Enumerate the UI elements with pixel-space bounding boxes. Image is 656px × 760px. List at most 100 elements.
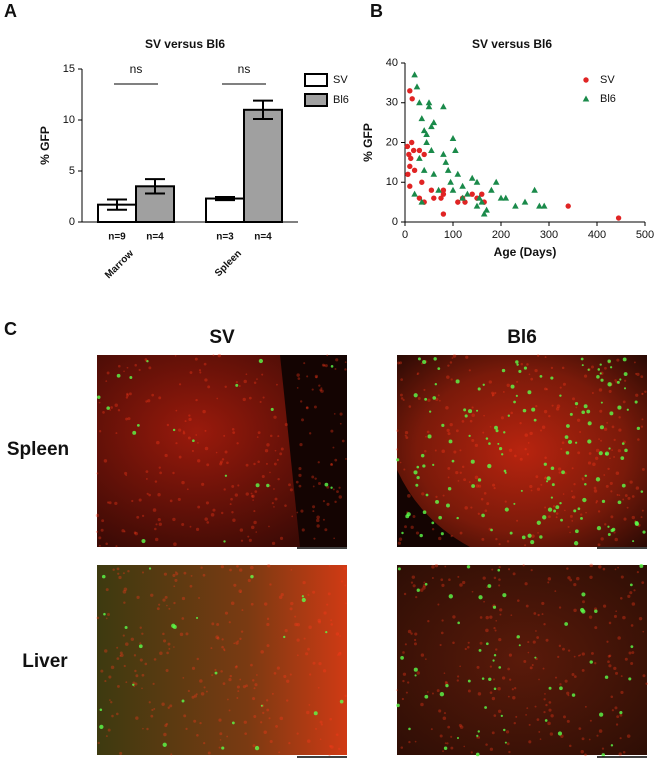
speck	[444, 565, 447, 568]
point	[423, 139, 430, 145]
speck	[618, 416, 621, 419]
speck	[312, 590, 316, 594]
speck	[611, 425, 615, 429]
speck	[165, 669, 169, 673]
speck	[622, 750, 626, 754]
speck	[548, 414, 551, 418]
speck	[214, 668, 217, 672]
speck	[431, 527, 435, 531]
speck	[239, 678, 242, 681]
speck	[619, 737, 622, 740]
x-axis-label: Age (Days)	[494, 245, 557, 259]
point	[459, 194, 466, 201]
speck	[600, 537, 604, 541]
speck	[399, 361, 403, 365]
speck	[266, 443, 270, 447]
speck	[421, 492, 425, 496]
speck	[515, 394, 518, 397]
speck	[158, 603, 161, 606]
speck	[463, 408, 467, 412]
speck	[221, 458, 225, 461]
speck	[191, 666, 196, 670]
speck	[489, 425, 492, 428]
speck	[481, 677, 485, 680]
speck	[554, 590, 557, 593]
speck	[619, 711, 623, 715]
speck	[621, 483, 626, 488]
micrograph-shade	[397, 470, 470, 547]
speck	[544, 719, 548, 722]
speck	[164, 595, 168, 599]
speck	[599, 363, 602, 366]
speck	[522, 564, 525, 567]
speck	[200, 566, 203, 569]
speck	[531, 407, 536, 412]
speck	[445, 683, 449, 688]
speck	[159, 471, 162, 475]
speck	[512, 572, 516, 576]
sample-size: n=3	[216, 232, 234, 243]
speck	[610, 744, 614, 747]
speck	[229, 503, 232, 506]
speck	[555, 407, 560, 411]
speck	[110, 665, 115, 670]
speck	[136, 595, 140, 599]
speck	[621, 442, 625, 445]
speck	[627, 594, 631, 598]
speck	[130, 637, 135, 641]
speck	[431, 692, 434, 695]
speck	[236, 564, 239, 568]
speck	[550, 366, 554, 370]
speck	[642, 630, 645, 633]
speck	[572, 397, 576, 401]
speck	[193, 719, 197, 723]
speck	[477, 730, 480, 733]
speck	[151, 708, 154, 712]
speck	[144, 358, 148, 361]
speck	[434, 564, 439, 568]
speck	[497, 568, 501, 572]
speck	[452, 354, 457, 358]
speck	[114, 403, 118, 408]
speck	[105, 588, 109, 592]
speck	[145, 400, 148, 403]
speck	[594, 662, 597, 665]
speck	[459, 471, 462, 474]
speck	[431, 565, 435, 569]
speck	[234, 665, 238, 669]
speck	[135, 716, 139, 720]
speck	[266, 617, 270, 620]
speck	[329, 717, 333, 721]
speck	[264, 449, 269, 453]
speck	[538, 678, 540, 681]
speck	[290, 601, 294, 606]
speck	[477, 512, 480, 515]
point	[480, 210, 488, 217]
speck	[205, 501, 209, 505]
speck	[202, 573, 206, 577]
speck	[297, 377, 301, 380]
speck	[96, 616, 100, 620]
point	[420, 166, 428, 173]
speck	[467, 645, 470, 649]
speck	[296, 387, 299, 389]
speck	[535, 630, 537, 632]
speck	[476, 409, 479, 412]
speck	[276, 458, 279, 462]
speck	[601, 747, 605, 750]
speck	[596, 375, 600, 379]
speck	[134, 682, 138, 686]
speck	[475, 752, 480, 757]
speck	[226, 735, 229, 738]
speck	[639, 564, 644, 568]
x-tick-label: Marrow	[103, 248, 136, 281]
speck	[259, 400, 262, 403]
significance-label: ns	[238, 62, 251, 76]
speck	[308, 625, 312, 629]
speck	[182, 676, 185, 679]
speck	[107, 728, 111, 732]
speck	[232, 431, 236, 435]
speck	[562, 382, 566, 386]
speck	[223, 649, 226, 652]
speck	[440, 631, 444, 635]
